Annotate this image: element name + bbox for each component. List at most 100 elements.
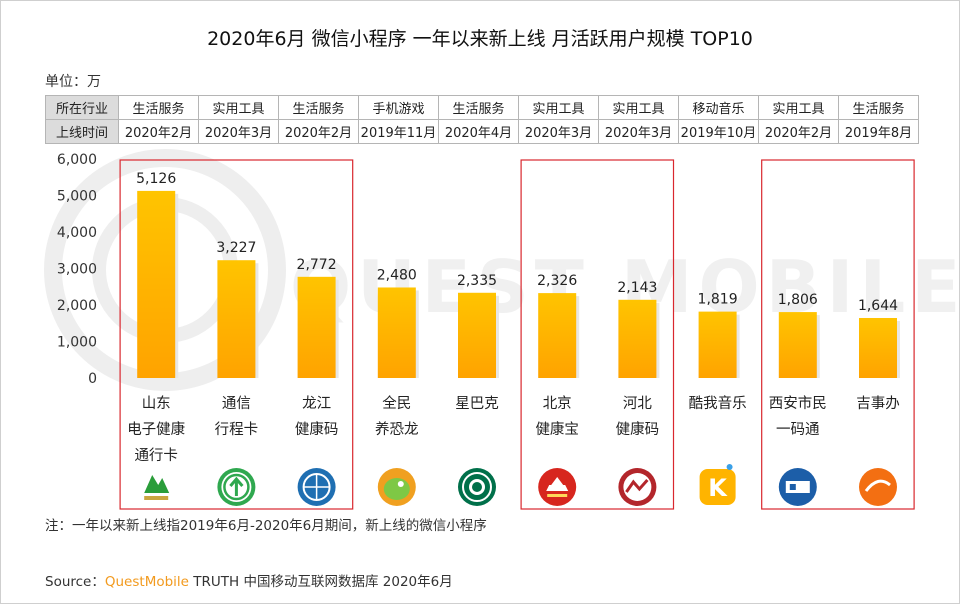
- category-label: 河北: [623, 395, 652, 412]
- row-header-launch: 上线时间: [45, 119, 119, 144]
- industry-cell: 实用工具: [518, 95, 599, 120]
- category-label: 电子健康: [127, 421, 185, 438]
- value-label: 2,143: [617, 280, 657, 296]
- category-label: 一码通: [776, 421, 820, 438]
- launch-cell: 2020年2月: [278, 119, 359, 144]
- launch-cell: 2019年11月: [358, 119, 439, 144]
- category-label: 星巴克: [455, 395, 499, 412]
- category-label: 北京: [543, 395, 572, 412]
- value-label: 2,326: [537, 273, 577, 289]
- value-label: 5,126: [136, 171, 176, 187]
- industry-cell: 实用工具: [198, 95, 279, 120]
- launch-cell: 2019年8月: [838, 119, 919, 144]
- category-label: 通行卡: [134, 447, 178, 464]
- category-label: 山东: [142, 395, 171, 412]
- logo-caption: [547, 494, 568, 497]
- y-tick-label: 0: [88, 371, 97, 387]
- xian-logo-icon: [778, 468, 817, 506]
- value-label: 2,335: [457, 273, 497, 289]
- dinosaur-logo-icon: [377, 468, 416, 506]
- row-header-industry: 所在行业: [45, 95, 119, 120]
- category-label: 健康码: [295, 421, 339, 438]
- y-tick-label: 5,000: [57, 189, 97, 205]
- jishiban-logo-icon: [859, 468, 897, 506]
- bar: [297, 276, 336, 378]
- industry-cell: 移动音乐: [678, 95, 759, 120]
- highlight-frames: [119, 159, 915, 510]
- industry-cell: 生活服务: [838, 95, 919, 120]
- logo-wall: [625, 479, 649, 493]
- shandong-health-logo-icon: [137, 468, 176, 506]
- chart-title: 2020年6月 微信小程序 一年以来新上线 月活跃用户规模 TOP10: [207, 28, 753, 50]
- category-label: 龙江: [302, 395, 331, 412]
- launch-row: 上线时间 2020年2月 2020年3月 2020年2月 2019年11月 20…: [45, 119, 919, 144]
- source-prefix: Source：: [45, 574, 105, 590]
- arrow-up-logo-icon: [217, 468, 256, 506]
- y-tick-label: 3,000: [57, 262, 97, 278]
- beijing-logo-icon: [538, 468, 577, 506]
- source-rest: TRUTH 中国移动互联网数据库 2020年6月: [188, 574, 453, 590]
- launch-cell: 2020年3月: [198, 119, 279, 144]
- starbucks-logo-icon: [458, 468, 496, 506]
- category-label: 酷我音乐: [689, 395, 747, 412]
- category-label: 通信: [222, 395, 251, 412]
- category-label: 吉事办: [856, 395, 900, 412]
- logo-bg: [699, 469, 736, 505]
- value-label: 1,806: [778, 292, 818, 308]
- category-label: 全民: [382, 394, 411, 412]
- logo-eye: [397, 481, 404, 487]
- launch-cell: 2020年4月: [438, 119, 519, 144]
- logo-siren-face: [472, 482, 482, 492]
- info-table: 所在行业 生活服务 实用工具 生活服务 手机游戏 生活服务 实用工具 实用工具 …: [45, 95, 919, 144]
- logo-mountain: [144, 475, 170, 493]
- globe-logo-icon: [297, 468, 336, 506]
- bar: [698, 311, 737, 378]
- logo-caption: [144, 496, 169, 500]
- industry-row: 所在行业 生活服务 实用工具 生活服务 手机游戏 生活服务 实用工具 实用工具 …: [45, 95, 919, 120]
- launch-cell: 2020年2月: [118, 119, 199, 144]
- industry-cell: 实用工具: [758, 95, 839, 120]
- bars: 5,126 3,227 2,772 2,480 2,335 2,326 2,143 1,819…: [136, 171, 900, 378]
- category-label: 西安市民: [769, 395, 827, 412]
- highlight-frame: [761, 159, 915, 510]
- value-label: 1,644: [858, 298, 898, 314]
- category-label: 健康码: [616, 421, 660, 438]
- logo-ring: [223, 473, 250, 501]
- value-label: 1,819: [698, 292, 738, 308]
- source-line: Source：QuestMobile TRUTH 中国移动互联网数据库 2020…: [45, 570, 453, 590]
- bar: [217, 260, 256, 378]
- category-label: 健康宝: [535, 421, 579, 438]
- y-tick-label: 2,000: [57, 298, 97, 314]
- logo-ring: [462, 472, 492, 502]
- logo-dot: [726, 464, 733, 470]
- logo-badge: [785, 481, 810, 493]
- y-tick-label: 4,000: [57, 225, 97, 241]
- y-tick-label: 6,000: [57, 152, 97, 168]
- category-label: 行程卡: [215, 421, 259, 438]
- launch-cell: 2019年10月: [678, 119, 759, 144]
- y-axis: 6,000 5,000 4,000 3,000 2,000 1,000 0: [57, 152, 97, 387]
- logo-letter: K: [708, 474, 728, 502]
- value-label: 2,772: [297, 257, 337, 273]
- logo-door: [789, 484, 796, 490]
- bar: [538, 293, 577, 378]
- app-icons: K: [137, 464, 897, 506]
- value-label: 3,227: [216, 240, 256, 256]
- value-label: 2,480: [377, 267, 417, 283]
- launch-cell: 2020年2月: [758, 119, 839, 144]
- logo-globe-lines: [303, 474, 330, 500]
- industry-cell: 生活服务: [118, 95, 199, 120]
- source-brand: QuestMobile: [104, 574, 189, 590]
- category-label: 养恐龙: [375, 421, 419, 438]
- great-wall-logo-icon: [618, 468, 657, 506]
- logo-swoosh: [864, 479, 891, 492]
- logo-bg: [859, 468, 897, 506]
- industry-cell: 生活服务: [438, 95, 519, 120]
- watermark: QUEST MOBILE: [44, 149, 960, 391]
- bar: [137, 190, 176, 378]
- bar: [859, 317, 897, 378]
- footnote: 注：一年以来新上线指2019年6月-2020年6月期间，新上线的微信小程序: [45, 518, 487, 534]
- logo-temple: [546, 477, 569, 491]
